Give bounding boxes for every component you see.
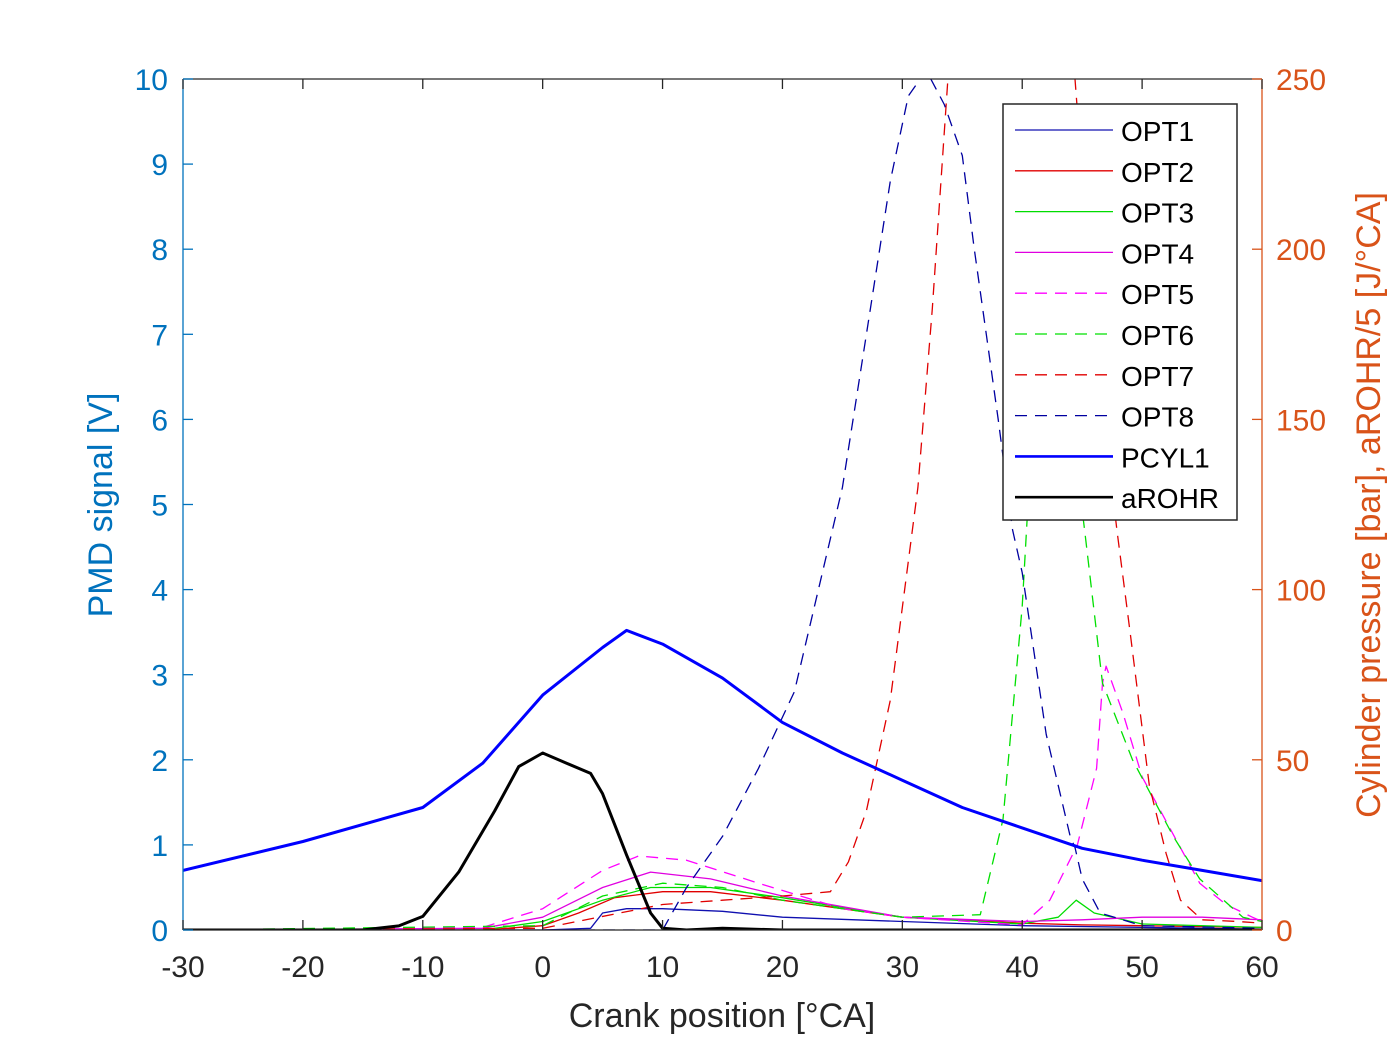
x-tick-label: 60 xyxy=(1245,951,1278,984)
x-axis-label: Crank position [°CA] xyxy=(569,997,876,1035)
y-tick-label-right: 250 xyxy=(1276,64,1326,97)
y-tick-label-left: 9 xyxy=(151,149,168,182)
x-tick-label: -20 xyxy=(281,951,324,984)
y-tick-label-right: 50 xyxy=(1276,745,1309,778)
y-tick-label-left: 4 xyxy=(151,575,168,608)
legend-item-opt4: OPT4 xyxy=(1015,238,1194,269)
legend-label: OPT1 xyxy=(1121,116,1194,147)
y-tick-label-right: 200 xyxy=(1276,234,1326,267)
y-axis-label-right: Cylinder pressure [bar], aROHR/5 [J/°CA] xyxy=(1350,192,1388,818)
legend-item-opt1: OPT1 xyxy=(1015,116,1194,147)
x-tick-label: 50 xyxy=(1125,951,1158,984)
x-tick-label: 0 xyxy=(534,951,551,984)
legend-label: OPT8 xyxy=(1121,402,1194,433)
series-line-pcyl1 xyxy=(183,628,1262,883)
y-axis-label-left: PMD signal [V] xyxy=(82,393,120,618)
legend-item-opt7: OPT7 xyxy=(1015,361,1194,392)
legend-item-arohr: aROHR xyxy=(1015,483,1219,514)
legend-label: OPT7 xyxy=(1121,361,1194,392)
y-tick-label-right: 150 xyxy=(1276,404,1326,437)
y-tick-label-left: 6 xyxy=(151,404,168,437)
legend-label: aROHR xyxy=(1121,483,1219,514)
legend-item-opt5: OPT5 xyxy=(1015,279,1194,310)
series-line-opt6 xyxy=(183,333,1262,930)
legend-item-opt2: OPT2 xyxy=(1015,157,1194,188)
x-tick-label: 40 xyxy=(1006,951,1039,984)
y-tick-label-right: 100 xyxy=(1276,575,1326,608)
y-tick-label-left: 1 xyxy=(151,830,168,863)
axes-layer: -30 -20 -10 0 10 20 30 40 50 60012345678910050100… xyxy=(135,64,1326,984)
legend-label: PCYL1 xyxy=(1121,442,1210,473)
y-tick-label-left: 8 xyxy=(151,234,168,267)
y-tick-label-left: 7 xyxy=(151,319,168,352)
legend-item-opt6: OPT6 xyxy=(1015,320,1194,351)
legend-label: OPT3 xyxy=(1121,198,1194,229)
legend: OPT1 OPT2 OPT3 OPT4 OPT5 OPT6 OPT7 OPT8 PCYL1 aRO… xyxy=(1002,103,1238,521)
series-line-opt2 xyxy=(183,891,1262,930)
y-tick-label-left: 3 xyxy=(151,660,168,693)
x-tick-label: -10 xyxy=(401,951,444,984)
x-tick-label: 30 xyxy=(886,951,919,984)
series-line-opt7 xyxy=(183,79,1262,930)
y-tick-label-left: 2 xyxy=(151,745,168,778)
legend-label: OPT5 xyxy=(1121,279,1194,310)
series-line-arohr xyxy=(183,751,1262,930)
legend-label: OPT4 xyxy=(1121,238,1194,269)
x-tick-label: 10 xyxy=(646,951,679,984)
series-layer xyxy=(183,79,1262,930)
series-line-opt3 xyxy=(183,886,1262,930)
legend-item-opt8: OPT8 xyxy=(1015,402,1194,433)
y-tick-label-left: 0 xyxy=(151,915,168,948)
y-tick-label-left: 10 xyxy=(135,64,168,97)
series-line-opt4 xyxy=(183,871,1262,930)
y-tick-label-right: 0 xyxy=(1276,915,1293,948)
legend-box xyxy=(1002,103,1238,521)
legend-label: OPT2 xyxy=(1121,157,1194,188)
series-line-opt5 xyxy=(183,665,1262,930)
series-line-opt1 xyxy=(183,908,1262,930)
x-tick-label: -30 xyxy=(161,951,204,984)
legend-label: OPT6 xyxy=(1121,320,1194,351)
legend-item-opt3: OPT3 xyxy=(1015,198,1194,229)
x-tick-label: 20 xyxy=(766,951,799,984)
y-tick-label-left: 5 xyxy=(151,490,168,523)
legend-item-pcyl1: PCYL1 xyxy=(1015,442,1210,473)
